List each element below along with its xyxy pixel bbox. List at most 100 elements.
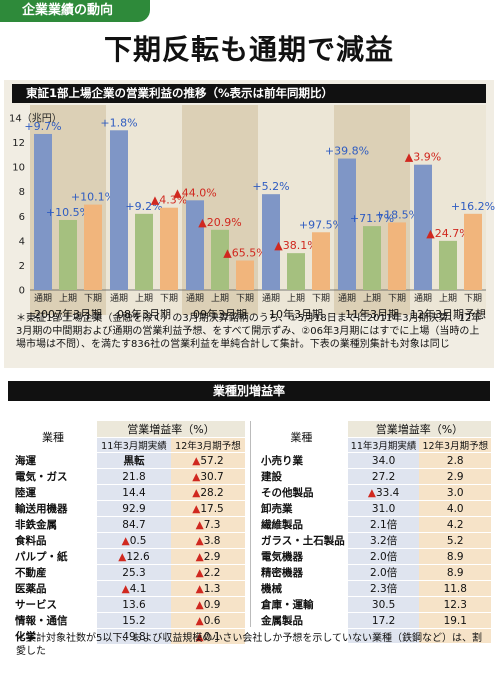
section-tag: 企業業績の動向 (0, 0, 150, 22)
fy11-actual-value: 3.2倍 (347, 532, 420, 549)
table-row: 輸送用機器 92.9 ▲17.5 (9, 500, 245, 517)
table-row: 機械 2.3倍 11.8 (255, 580, 492, 597)
table-row: サービス 13.6 ▲0.9 (9, 596, 245, 613)
table-row: 電気機器 2.0倍 8.9 (255, 548, 492, 565)
bar-category-label: 下期 (236, 293, 254, 304)
data-label: ▲38.1% (274, 239, 317, 252)
data-label: +5.2% (252, 180, 289, 193)
bar-下期 (464, 213, 482, 290)
period-label: 11年3月期 (345, 307, 399, 321)
industry-name: 精密機器 (255, 564, 348, 581)
bar-通期 (338, 158, 356, 290)
industry-name: 海運 (9, 452, 97, 469)
y-tick-label: 8 (19, 187, 25, 198)
decline-marker: ▲ (192, 470, 201, 483)
industry-name: 化学 (9, 628, 97, 645)
bar-category-label: 通期 (338, 293, 356, 304)
industry-name: 金属製品 (255, 612, 348, 629)
table-row: 医薬品 ▲4.1 ▲1.3 (9, 580, 245, 597)
table-row: 化学 49.8 ▲0.1 (9, 628, 245, 645)
fy12-forecast-value: ▲1.3 (171, 580, 245, 597)
bar-下期 (160, 207, 178, 290)
industry-name: 不動産 (9, 564, 97, 581)
decline-marker: ▲ (195, 582, 204, 595)
fy11-actual-value: 2.0倍 (347, 564, 420, 581)
header-rate: 営業増益率（%） (97, 421, 245, 438)
data-label: +1.8% (100, 116, 137, 129)
industry-name: 機械 (255, 580, 348, 597)
period-label: 12年3月期予想 (410, 307, 486, 321)
fy11-actual-value: 14.4 (97, 484, 171, 501)
fy12-forecast-value: 12.3 (419, 596, 492, 613)
bar-通期 (414, 164, 432, 290)
data-label: +71.7% (350, 212, 394, 225)
fy12-forecast-value: 4.2 (419, 516, 492, 533)
bar-通期 (262, 194, 280, 290)
bar-上期 (363, 226, 381, 290)
period-label: 2007年3月期 (34, 307, 102, 321)
fy12-forecast-value: ▲2.9 (171, 548, 245, 565)
decline-marker: ▲ (121, 534, 130, 547)
fy11-actual-value: 15.2 (97, 612, 171, 629)
fy11-actual-value: 2.0倍 (347, 548, 420, 565)
table-row: 陸運 14.4 ▲28.2 (9, 484, 245, 501)
chart-footnote: ＊東証1部上場企業（金融を除く）の3月期決算銘柄のうち、①5月18日までに201… (16, 313, 482, 351)
bar-category-label: 上期 (287, 293, 305, 304)
headline: 下期反転も通期で減益 (103, 33, 394, 66)
data-label: +10.5% (46, 206, 90, 219)
fy11-actual-value (347, 628, 420, 644)
decline-marker: ▲ (367, 486, 376, 499)
data-label: ▲20.9% (198, 216, 241, 229)
bar-category-label: 通期 (414, 293, 432, 304)
data-label: +16.2% (451, 200, 495, 213)
header-fy12-forecast: 12年3月期予想 (171, 437, 245, 453)
decline-marker: ▲ (195, 534, 204, 547)
fy12-forecast-value: 8.9 (419, 548, 492, 565)
data-label: +39.8% (325, 145, 369, 158)
y-tick-label: 6 (19, 212, 25, 223)
industry-name: 医薬品 (9, 580, 97, 597)
industry-name: パルプ・紙 (9, 548, 97, 565)
fy11-actual-value: 49.8 (97, 628, 171, 645)
header-fy12-forecast: 12年3月期予想 (419, 437, 492, 453)
fy12-forecast-value: 2.8 (419, 452, 492, 469)
table-row: 不動産 25.3 ▲2.2 (9, 564, 245, 581)
table-divider (250, 421, 251, 627)
bar-category-label: 通期 (262, 293, 280, 304)
industry-name: 卸売業 (255, 500, 348, 517)
decline-marker: ▲ (192, 502, 201, 515)
table-row: ガラス・土石製品 3.2倍 5.2 (255, 532, 492, 549)
fy11-actual-value: ▲0.5 (97, 532, 171, 549)
fy11-actual-value: 27.2 (347, 468, 420, 485)
operating-profit-chart: 0 2 4 6 8 10 12 14（兆円）+9.7% 通期 +10.5% 上期 +10.1% 下期 20… (9, 105, 495, 321)
y-tick-label: 10 (12, 163, 25, 174)
decline-marker: ▲ (195, 566, 204, 579)
industry-name (255, 628, 348, 644)
fy11-actual-value: 92.9 (97, 500, 171, 517)
fy12-forecast-value: ▲30.7 (171, 468, 245, 485)
table-row: 情報・通信 15.2 ▲0.6 (9, 612, 245, 629)
bar-上期 (59, 219, 77, 290)
industry-name: 陸運 (9, 484, 97, 501)
data-label: +97.5% (299, 218, 343, 231)
bar-上期 (135, 213, 153, 290)
fy11-actual-value: 30.5 (347, 596, 420, 613)
industry-name: 建設 (255, 468, 348, 485)
bar-category-label: 上期 (59, 293, 77, 304)
fy12-forecast-value: ▲2.2 (171, 564, 245, 581)
bar-通期 (186, 200, 204, 290)
industry-name: 情報・通信 (9, 612, 97, 629)
y-tick-label: 12 (12, 138, 25, 149)
fy12-forecast-value: ▲57.2 (171, 452, 245, 469)
data-label: +9.7% (24, 120, 61, 133)
fy12-forecast-value: ▲0.9 (171, 596, 245, 613)
period-label: 09年3月期 (193, 307, 247, 321)
table-row: その他製品 ▲33.4 3.0 (255, 484, 492, 501)
bar-category-label: 通期 (34, 293, 52, 304)
fy11-actual-value: 2.3倍 (347, 580, 420, 597)
bar-category-label: 上期 (439, 293, 457, 304)
industry-name: 非鉄金属 (9, 516, 97, 533)
y-tick-label: 2 (19, 261, 25, 272)
table-row: 卸売業 31.0 4.0 (255, 500, 492, 517)
fy12-forecast-value: 5.2 (419, 532, 492, 549)
